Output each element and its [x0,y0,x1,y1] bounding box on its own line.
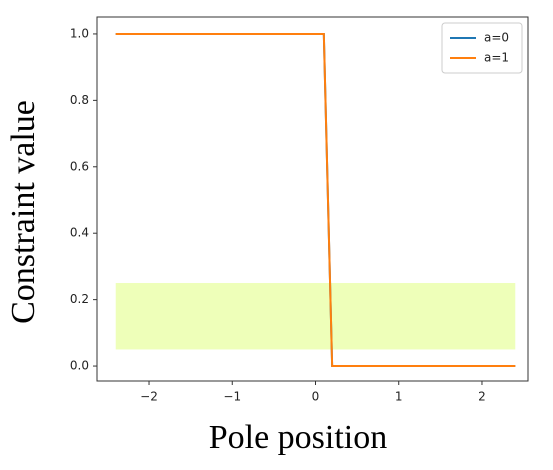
y-axis-label: Constraint value [5,100,42,324]
x-tick-label: 1 [395,390,403,404]
legend-box [441,22,523,74]
y-tick-label: 0.4 [70,226,89,240]
x-tick-label: 0 [312,390,320,404]
plot-frame [96,16,529,382]
y-tick-label: 0.2 [70,292,89,306]
highlight-band [115,283,516,350]
x-tick-label: −1 [223,390,241,404]
y-tick-label: 1.0 [70,26,89,40]
x-tick-label: −2 [140,390,158,404]
y-tick-label: 0.0 [70,359,89,373]
x-tick-label: 2 [478,390,486,404]
legend-label: a=1 [484,51,509,65]
y-tick-label: 0.8 [70,93,89,107]
series-line [115,32,516,368]
y-tick-label: 0.6 [70,159,89,173]
legend-label: a=0 [484,31,509,45]
x-axis-label: Pole position [209,419,388,456]
